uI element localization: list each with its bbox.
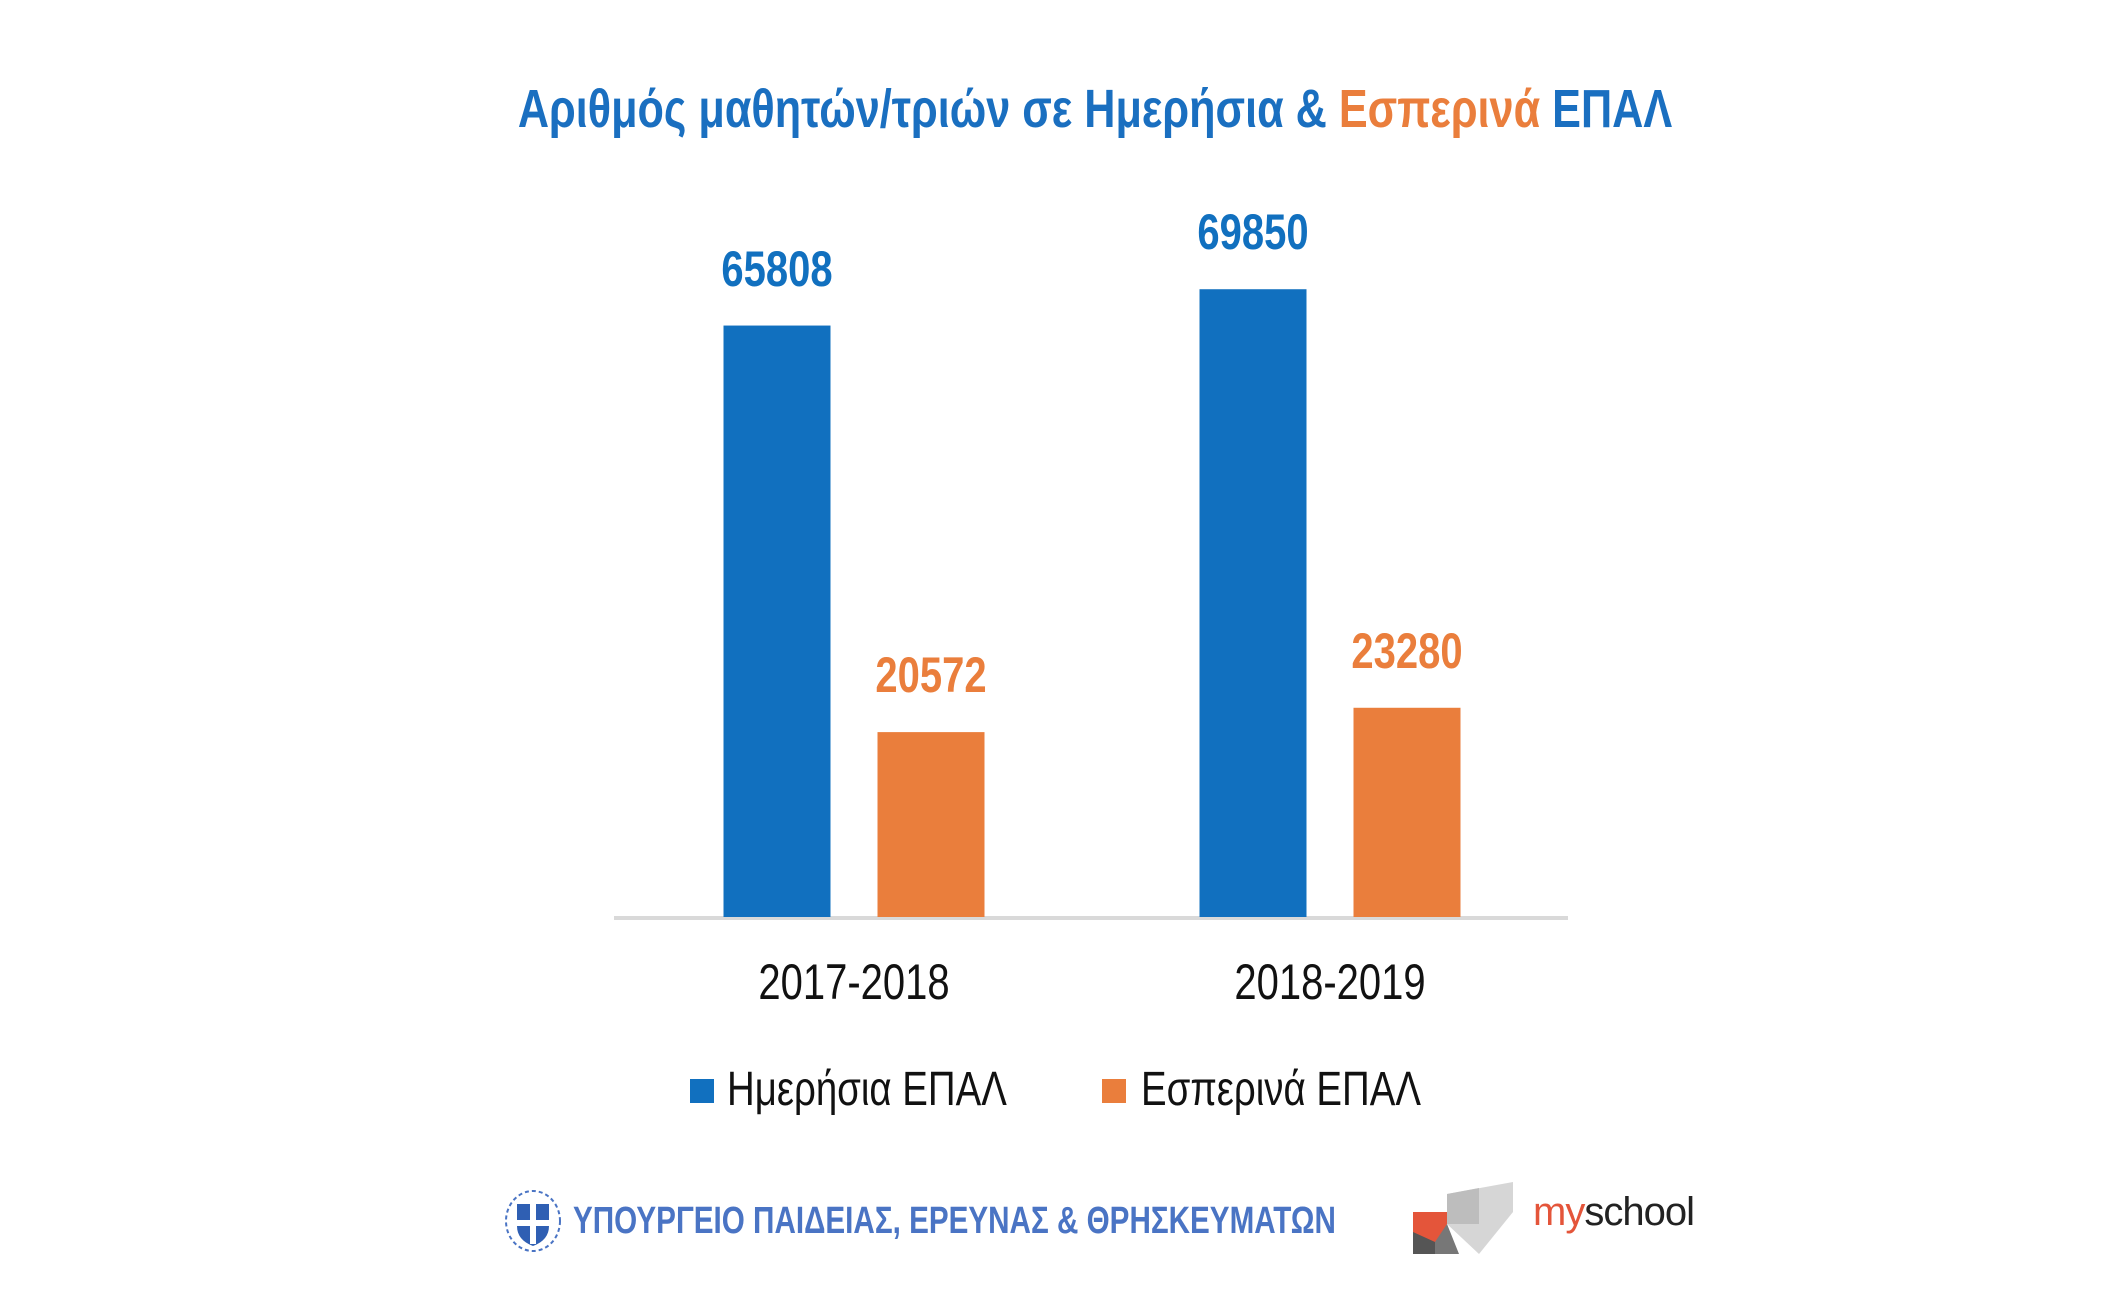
myschool-brand: myschool xyxy=(1533,1190,1695,1235)
legend-label-day: Ημερήσια ΕΠΑΛ xyxy=(727,1063,1007,1116)
title-part-2: Εσπερινά xyxy=(1338,79,1541,139)
data-label-evening-2018-2019: 23280 xyxy=(1351,622,1463,679)
brand-my: my xyxy=(1533,1190,1585,1234)
legend-swatch-day xyxy=(690,1079,714,1103)
myschool-logo-icon xyxy=(1413,1182,1513,1254)
x-tick-label: 2018-2019 xyxy=(1234,954,1426,1010)
x-tick-label: 2017-2018 xyxy=(758,954,950,1010)
bar-evening-2017-2018 xyxy=(877,732,985,917)
data-label-evening-2017-2018: 20572 xyxy=(875,647,987,704)
data-label-day-2017-2018: 65808 xyxy=(721,240,833,297)
data-label-day-2018-2019: 69850 xyxy=(1197,204,1309,261)
ministry-name: ΥΠΟΥΡΓΕΙΟ ΠΑΙΔΕΙΑΣ, ΕΡΕΥΝΑΣ & ΘΡΗΣΚΕΥΜΑΤ… xyxy=(573,1200,1336,1242)
bar-day-2018-2019 xyxy=(1199,289,1307,917)
title-part-3: ΕΠΑΛ xyxy=(1540,79,1673,139)
legend-label-evening: Εσπερινά ΕΠΑΛ xyxy=(1141,1063,1421,1116)
greek-coat-of-arms-icon xyxy=(505,1190,561,1252)
chart-title: Αριθμός μαθητών/τριών σε Ημερήσια & Εσπε… xyxy=(518,78,1672,140)
legend-swatch-evening xyxy=(1102,1079,1126,1103)
bar-evening-2018-2019 xyxy=(1353,707,1461,917)
bar-day-2017-2018 xyxy=(723,325,831,917)
title-part-1: Αριθμός μαθητών/τριών σε Ημερήσια & xyxy=(517,79,1339,139)
brand-school: school xyxy=(1584,1190,1695,1234)
